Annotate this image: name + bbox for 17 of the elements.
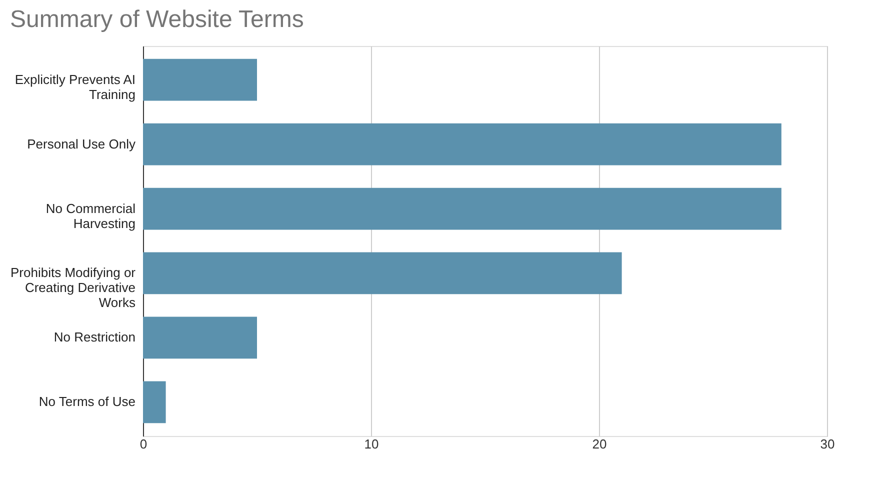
x-tick-label: 30 <box>820 436 835 452</box>
bar <box>143 252 622 294</box>
bar <box>143 188 782 230</box>
x-tick-label: 20 <box>592 436 607 452</box>
bar <box>143 316 257 359</box>
x-tick-label: 10 <box>364 436 379 452</box>
bar <box>143 58 257 101</box>
x-tick-label: 0 <box>140 436 148 452</box>
y-tick-label: No Terms of Use <box>38 394 136 410</box>
y-tick-label: Prohibits Modifying or Creating Derivative Works <box>10 265 136 310</box>
bar <box>143 123 782 166</box>
y-tick-label: Personal Use Only <box>27 136 136 152</box>
bar <box>143 381 166 424</box>
y-tick-label: No Commercial Harvesting <box>46 200 136 231</box>
chart-title: Summary of Website Terms <box>10 6 304 33</box>
y-tick-label: Explicitly Prevents AI Training <box>14 72 136 102</box>
y-tick-label: No Restriction <box>54 330 136 345</box>
